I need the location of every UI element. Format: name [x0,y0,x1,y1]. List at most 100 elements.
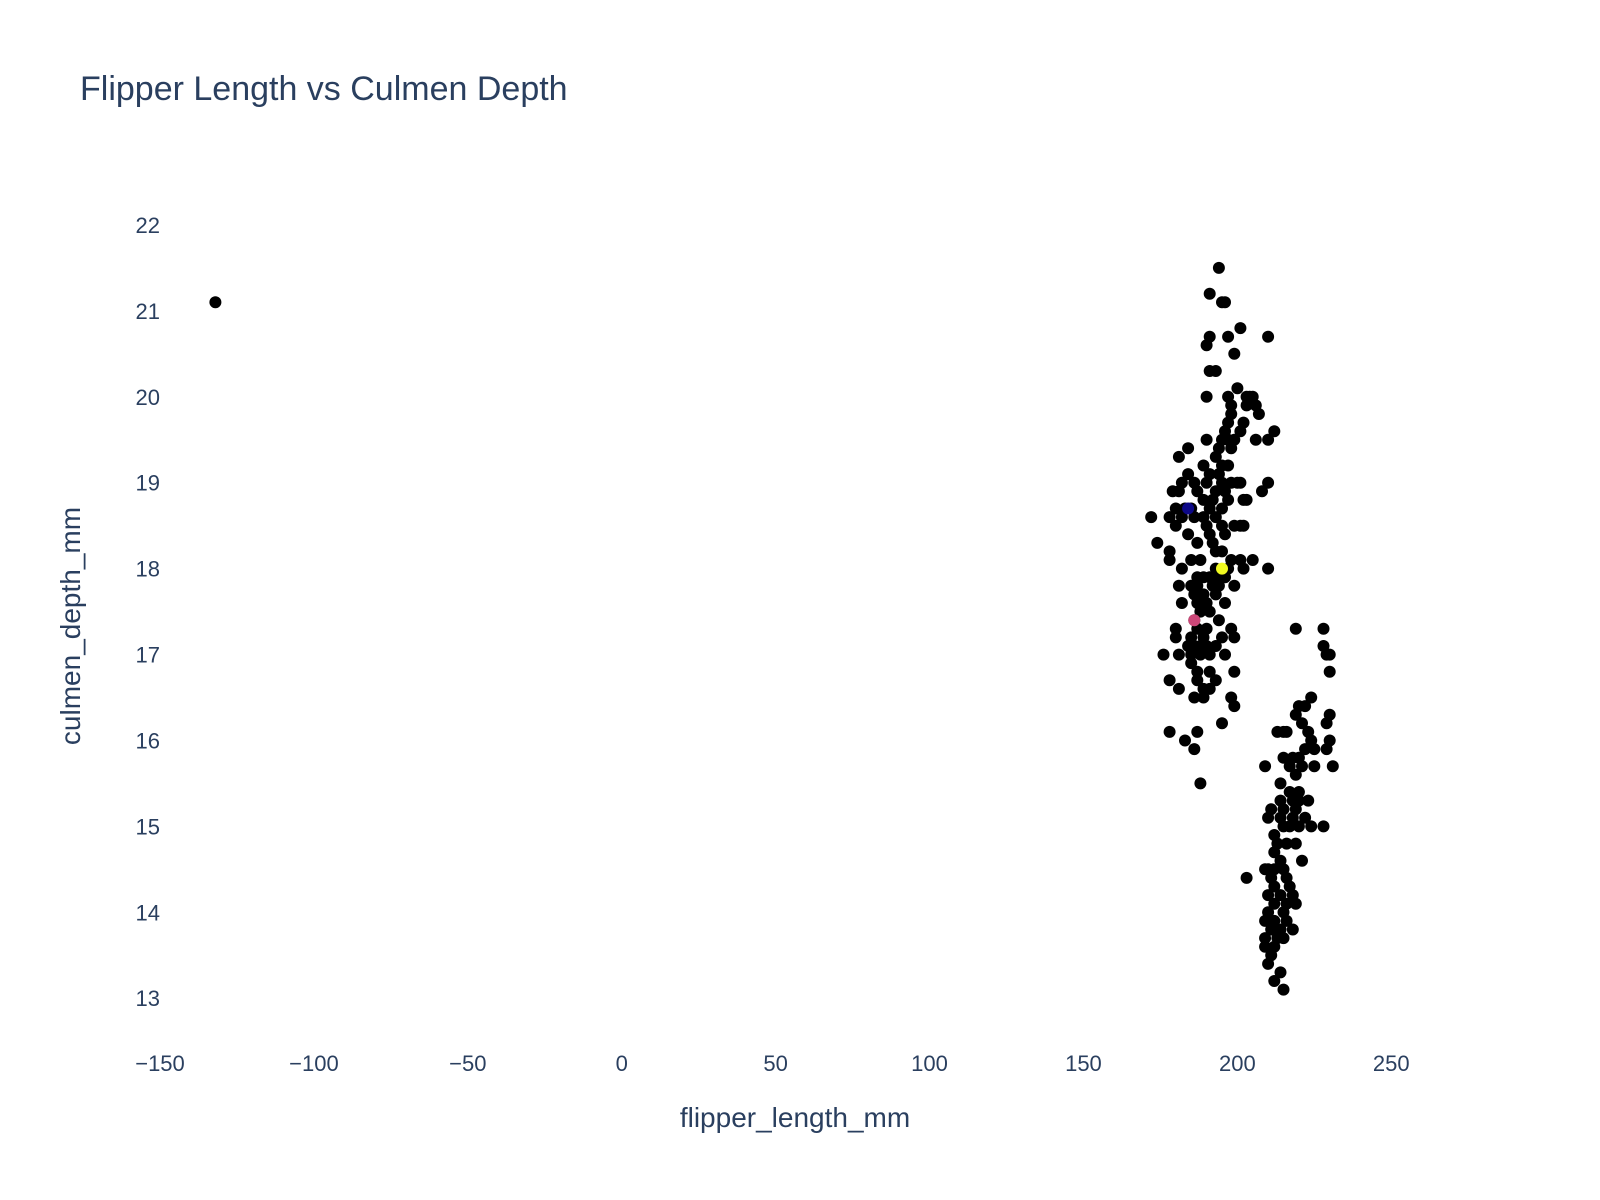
data-point [1289,768,1302,781]
x-axis-ticks: −150 −100 −50 0 50 100 150 200 250 [135,1051,1409,1076]
data-point [1172,579,1185,592]
data-point [1182,528,1195,541]
x-axis-title: flipper_length_mm [680,1102,910,1133]
data-point [1277,983,1290,996]
data-point [1262,562,1275,575]
data-point [1175,597,1188,609]
data-point [1185,554,1198,566]
data-point [1209,640,1222,652]
data-point [1246,554,1259,566]
data-point [1219,648,1231,661]
data-point [1185,648,1198,661]
data-point [1289,837,1302,850]
data-point [1259,863,1272,876]
data-point [1259,914,1272,927]
data-point [1203,682,1216,695]
chart-title: Flipper Length vs Culmen Depth [80,70,568,108]
data-point [1197,493,1210,506]
data-point [1280,914,1293,927]
y-axis-title: culmen_depth_mm [55,507,86,745]
data-point [1296,854,1308,867]
data-point [1225,399,1238,412]
data-point [1299,811,1312,824]
data-point [1249,433,1262,446]
data-point [1175,511,1188,524]
data-point [1222,459,1235,472]
data-point [1172,682,1185,695]
data-points [209,261,1339,996]
data-point [1145,511,1158,524]
data-point [1203,665,1216,678]
data-point [1163,674,1176,687]
data-point [1194,777,1207,790]
data-point [1259,940,1272,953]
data-point [1228,579,1241,592]
x-tick-label: 100 [911,1051,948,1076]
data-point [1305,820,1318,833]
data-point [1299,700,1312,713]
data-point [1252,408,1265,420]
data-point [1262,889,1275,902]
data-point [1234,322,1247,335]
data-point [1256,485,1268,498]
data-point [1323,665,1336,678]
data-point [1289,622,1302,635]
data-point [1240,871,1253,884]
data-point [1268,846,1281,859]
data-point [1191,674,1204,687]
data-point [1197,691,1210,704]
data-point [1222,330,1235,343]
data-point [1274,966,1287,979]
data-point [1228,631,1241,644]
data-point [1228,700,1241,713]
x-tick-label: 50 [763,1051,787,1076]
data-point [1305,691,1318,704]
data-point [1289,897,1302,910]
x-tick-label: 200 [1219,1051,1256,1076]
data-point [1163,725,1176,738]
data-point [1283,760,1296,773]
data-point [1219,597,1231,609]
data-point [1209,511,1222,524]
x-tick-label: −100 [289,1051,339,1076]
y-tick-label: 21 [136,299,160,324]
data-point [1308,743,1321,756]
data-point [1172,485,1185,498]
data-point [1209,365,1222,377]
data-point [1262,433,1275,446]
data-point [1265,923,1278,936]
data-point [1209,450,1222,463]
x-tick-label: 0 [616,1051,628,1076]
data-point [1182,468,1195,481]
data-point [1268,897,1281,910]
data-point [1274,889,1287,902]
data-point [1234,425,1247,438]
data-point [1286,923,1299,936]
data-point [1277,751,1290,764]
highlighted-data-point [1188,614,1201,627]
y-tick-label: 15 [136,814,160,839]
data-point [1228,347,1241,360]
y-tick-label: 17 [136,643,160,668]
data-point [1194,648,1207,661]
data-point [1175,562,1188,575]
data-point [1169,631,1182,644]
data-point [1308,760,1321,773]
data-point [1237,519,1250,532]
data-point [1216,631,1228,644]
data-point [1209,674,1222,687]
data-point [1296,760,1308,773]
data-point [1225,442,1238,455]
data-point [1203,502,1216,515]
data-point [1209,545,1222,558]
data-point [1200,476,1213,489]
data-point [1228,665,1241,678]
y-tick-label: 22 [136,213,160,238]
data-point [1157,648,1170,661]
data-point [1292,786,1305,798]
data-point [1172,648,1185,661]
data-point [1191,725,1204,738]
y-tick-label: 20 [136,385,160,410]
data-point [209,296,222,309]
